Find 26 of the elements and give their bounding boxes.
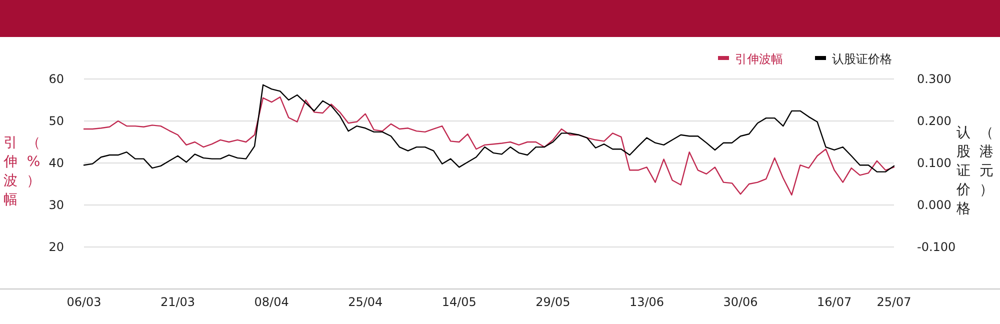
- y2-tick-label: 0.300: [917, 72, 952, 86]
- y-tick-label: 60: [48, 72, 64, 86]
- x-tick-label: 21/03: [160, 295, 196, 309]
- legend-label: 认股证价格: [832, 52, 892, 66]
- y2-tick-label: 0.100: [917, 156, 952, 170]
- y-tick-label: 40: [48, 156, 64, 170]
- y-tick-label: 50: [48, 114, 64, 128]
- x-tick-label: 14/05: [442, 295, 476, 309]
- line-series: [83, 84, 895, 172]
- x-tick-label: 25/07: [876, 295, 912, 309]
- x-tick-label: 08/04: [254, 295, 289, 309]
- y2-tick-label: 0.000: [917, 198, 952, 212]
- y2-tick-label: -0.100: [917, 240, 956, 254]
- legend-label: 引伸波幅: [735, 52, 783, 66]
- line-series: [83, 96, 895, 196]
- y2-axis-title: 认股证价格（港元）: [956, 124, 994, 219]
- x-tick-label: 06/03: [66, 295, 102, 309]
- y-axis-title: 引伸波幅（%）: [2, 134, 42, 210]
- x-tick-label: 16/07: [817, 295, 852, 309]
- y2-tick-label: 0.200: [917, 114, 952, 128]
- x-tick-label: 13/06: [629, 295, 664, 309]
- x-tick-label: 29/05: [536, 295, 570, 309]
- x-tick-label: 25/04: [348, 295, 383, 309]
- y-tick-label: 20: [48, 240, 64, 254]
- x-tick-label: 30/06: [723, 295, 758, 309]
- y-tick-label: 30: [48, 198, 64, 212]
